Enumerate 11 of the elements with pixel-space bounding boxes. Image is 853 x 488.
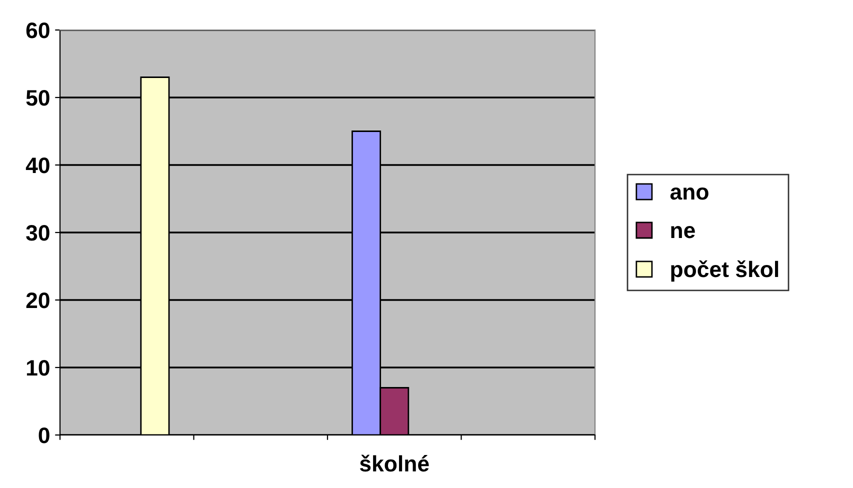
y-tick-label: 10: [26, 360, 50, 376]
y-tick-label: 30: [26, 225, 50, 241]
y-tick-label: 20: [26, 292, 50, 308]
legend-label: počet škol: [671, 260, 778, 282]
y-tick-label: 40: [26, 158, 50, 174]
legend-label: ano: [670, 188, 708, 200]
y-tick-label: 0: [38, 428, 50, 444]
y-tick-label: 50: [26, 90, 50, 106]
y-tick-label: 60: [26, 22, 50, 38]
legend-label: ne: [671, 226, 695, 238]
x-tick-label: školné: [360, 454, 429, 472]
